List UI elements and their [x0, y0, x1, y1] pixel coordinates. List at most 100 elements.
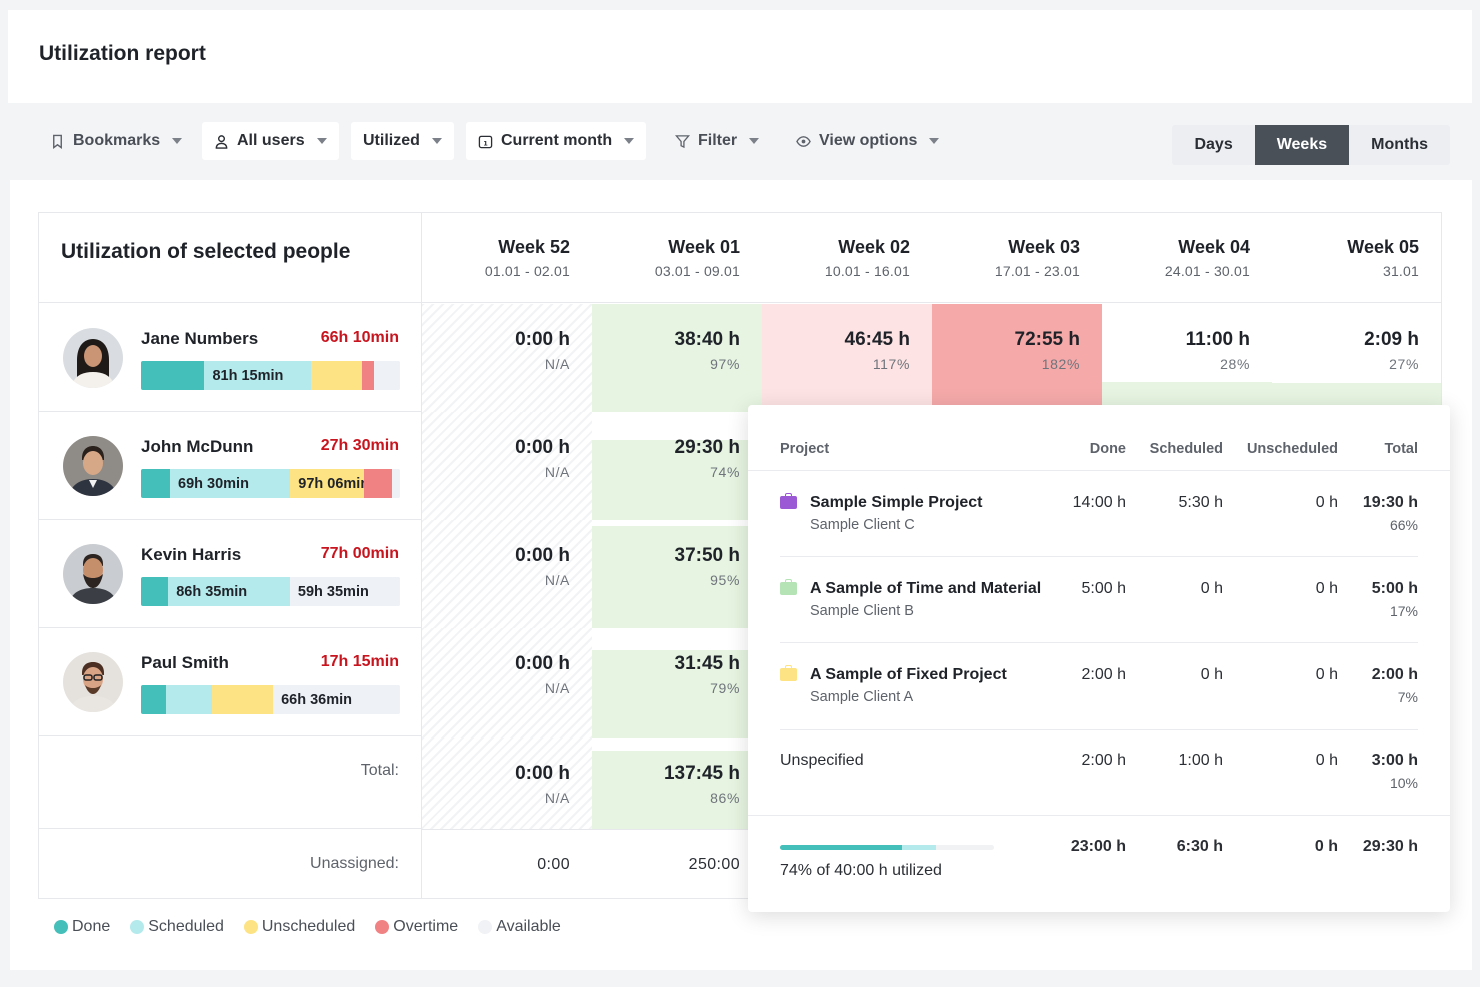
week-cell[interactable]: 0:00 h N/A — [422, 628, 592, 738]
range-weeks-button[interactable]: Weeks — [1254, 125, 1350, 165]
unspecified-label: Unspecified — [780, 752, 864, 769]
week-cell[interactable]: 29:30 h 74% — [592, 412, 762, 520]
week-header[interactable]: Week 04 24.01 - 30.01 — [1102, 213, 1272, 303]
utilization-bar: 81h 15min — [141, 361, 400, 390]
legend-item: Unscheduled — [243, 918, 355, 936]
week-header[interactable]: Week 02 10.01 - 16.01 — [762, 213, 932, 303]
cell-percent: N/A — [544, 356, 570, 372]
filter-label: Filter — [698, 132, 738, 149]
period-label: Current month — [501, 132, 613, 149]
person-row[interactable]: Paul Smith 17h 15min 66h 36min — [39, 628, 421, 736]
chevron-down-icon — [749, 138, 760, 144]
view-options-dropdown[interactable]: View options — [784, 122, 951, 160]
unassigned-label: Unassigned: — [310, 855, 399, 872]
range-days-button[interactable]: Days — [1194, 136, 1233, 153]
week-header[interactable]: Week 05 31.01 — [1272, 213, 1441, 303]
cell-fill — [592, 526, 762, 628]
progress-scheduled — [901, 845, 937, 850]
bar-available — [392, 469, 400, 498]
utilization-bar: 69h 30min 97h 06min — [141, 469, 400, 498]
week-cell[interactable]: 0:00 h N/A — [422, 412, 592, 520]
utilized-dropdown[interactable]: Utilized — [351, 122, 454, 160]
week-cell-selected[interactable]: 72:55 h 182% — [932, 304, 1102, 412]
legend-dot — [478, 920, 493, 934]
week-header[interactable]: Week 03 17.01 - 23.01 — [932, 213, 1102, 303]
range-switch: Days Weeks Months — [1172, 125, 1450, 165]
unscheduled-value: 0 h — [1315, 494, 1338, 511]
col-header-done: Done — [1089, 441, 1126, 457]
bar-available — [374, 361, 400, 390]
cell-percent: 97% — [710, 356, 740, 372]
done-value: 5:00 h — [1081, 580, 1126, 597]
bar-available: 66h 36min — [273, 685, 400, 714]
total-value: 3:00 h — [1371, 752, 1418, 769]
week-cell[interactable]: 31:45 h 79% — [592, 628, 762, 738]
bookmarks-label: Bookmarks — [73, 132, 161, 149]
week-dates: 31.01 — [1382, 263, 1419, 279]
legend: Done Scheduled Unscheduled Overtime Avai… — [54, 918, 561, 936]
users-label: All users — [237, 132, 305, 149]
view-options-label: View options — [819, 132, 918, 149]
cell-hours: 31:45 h — [674, 653, 740, 674]
col-header-unscheduled: Unscheduled — [1246, 441, 1338, 457]
week-cell[interactable]: 38:40 h 97% — [592, 304, 762, 412]
svg-text:1: 1 — [483, 139, 488, 147]
week-cell[interactable]: 11:00 h 28% — [1102, 304, 1272, 412]
cell-percent: 182% — [1041, 356, 1080, 372]
cell-percent: 95% — [710, 572, 740, 588]
chevron-down-icon — [431, 138, 442, 144]
bar-scheduled: 69h 30min — [170, 469, 291, 498]
utilization-bar: 86h 35min 59h 35min — [141, 577, 400, 606]
filter-dropdown[interactable]: Filter — [663, 122, 771, 160]
cell-percent: N/A — [544, 680, 570, 696]
toolbar: Bookmarks All users Utilized 1 Current m… — [8, 104, 1472, 180]
cell-percent: 74% — [710, 464, 740, 480]
cell-hours: 38:40 h — [674, 329, 740, 350]
week-cell[interactable]: 46:45 h 117% — [762, 304, 932, 412]
week-cell[interactable]: 2:09 h 27% — [1272, 304, 1441, 412]
cell-percent: 86% — [710, 790, 740, 806]
cell-percent: 117% — [872, 356, 910, 372]
week-header[interactable]: Week 01 03.01 - 09.01 — [592, 213, 762, 303]
week-cell[interactable]: 0:00 h N/A — [422, 520, 592, 628]
week-cell[interactable]: 0:00 h N/A — [422, 304, 592, 412]
cell-percent: N/A — [544, 790, 570, 806]
unassigned-cell: 0:00 — [422, 829, 592, 898]
avatar — [63, 652, 123, 712]
scheduled-value: 1:00 h — [1178, 752, 1223, 769]
users-dropdown[interactable]: All users — [202, 122, 339, 160]
cell-hours: 0:00 h — [515, 329, 570, 350]
scheduled-value: 5:30 h — [1178, 494, 1223, 511]
total-row-label: Total: — [39, 738, 421, 829]
cell-percent: 27% — [1389, 356, 1419, 372]
period-dropdown[interactable]: 1 Current month — [466, 122, 647, 160]
scheduled-value: 0 h — [1200, 666, 1223, 683]
bar-done — [141, 361, 205, 390]
person-row[interactable]: John McDunn 27h 30min 69h 30min 97h 06mi… — [39, 412, 421, 520]
unscheduled-value: 0 h — [1315, 580, 1338, 597]
unassigned-value: 0:00 — [537, 856, 570, 873]
legend-item: Available — [478, 918, 561, 936]
legend-label: Scheduled — [148, 918, 224, 935]
person-row[interactable]: Kevin Harris 77h 00min 86h 35min 59h 35m… — [39, 520, 421, 628]
divider — [748, 470, 1450, 471]
share-value: 17% — [1389, 603, 1418, 619]
legend-label: Available — [496, 918, 561, 935]
range-months-button[interactable]: Months — [1371, 136, 1428, 153]
total-label: Total: — [360, 762, 399, 779]
bar-unscheduled — [212, 685, 274, 714]
week-header[interactable]: Week 52 01.01 - 02.01 — [422, 213, 592, 303]
share-value: 7% — [1397, 689, 1418, 705]
client-name: Sample Client B — [810, 603, 914, 619]
person-row[interactable]: Jane Numbers 66h 10min 81h 15min — [39, 304, 421, 412]
cell-hours: 46:45 h — [844, 329, 910, 350]
legend-dot — [54, 920, 68, 934]
bookmarks-dropdown[interactable]: Bookmarks — [38, 122, 194, 160]
table-header: Utilization of selected people — [39, 213, 421, 303]
legend-item: Overtime — [375, 918, 458, 936]
bar-unscheduled: 97h 06min — [290, 469, 365, 498]
chevron-down-icon — [172, 138, 183, 144]
footer-unscheduled: 0 h — [1314, 838, 1338, 855]
week-cell[interactable]: 37:50 h 95% — [592, 520, 762, 628]
bar-done — [141, 577, 169, 606]
